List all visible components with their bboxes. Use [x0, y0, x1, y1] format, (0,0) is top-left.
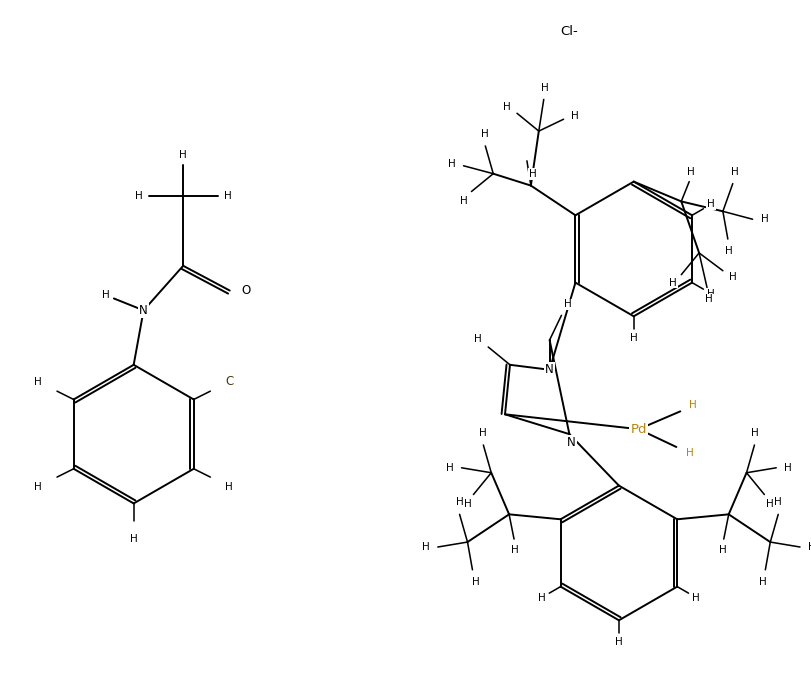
Text: H: H [224, 191, 231, 202]
Text: Pd: Pd [629, 423, 646, 436]
Text: H: H [749, 428, 757, 438]
Text: H: H [130, 534, 137, 544]
Text: H: H [34, 482, 42, 491]
Text: C: C [225, 375, 234, 388]
Text: Cl-: Cl- [560, 25, 577, 38]
Text: H: H [540, 82, 548, 93]
Text: H: H [570, 111, 577, 121]
Text: H: H [511, 545, 518, 555]
Text: H: H [471, 577, 478, 587]
Text: H: H [730, 167, 738, 177]
Text: H: H [537, 592, 545, 603]
Text: H: H [668, 278, 676, 287]
Text: N: N [139, 304, 148, 317]
Text: H: H [503, 102, 510, 113]
Text: H: H [704, 294, 712, 305]
Text: H: H [686, 167, 694, 177]
Text: H: H [760, 214, 767, 225]
Text: H: H [179, 150, 187, 160]
Text: H: H [614, 637, 622, 647]
Text: H: H [718, 545, 726, 555]
Text: H: H [706, 200, 714, 209]
Text: H: H [481, 129, 488, 139]
Text: O: O [241, 284, 250, 297]
Text: H: H [757, 577, 766, 587]
Text: H: H [478, 428, 487, 438]
Text: H: H [445, 463, 453, 473]
Text: H: H [34, 377, 42, 387]
Text: H: H [463, 500, 471, 509]
Text: H: H [629, 333, 637, 343]
Text: H: H [528, 169, 536, 179]
Text: H: H [474, 334, 482, 344]
Text: H: H [685, 448, 693, 458]
Text: H: H [724, 246, 732, 256]
Text: N: N [566, 435, 575, 448]
Text: H: H [783, 463, 791, 473]
Text: H: H [447, 159, 455, 169]
Text: H: H [102, 290, 109, 299]
Text: H: H [706, 289, 714, 299]
Text: H: H [689, 400, 696, 410]
Text: H: H [459, 196, 467, 207]
Text: H: H [728, 272, 736, 282]
Text: H: H [225, 482, 233, 491]
Text: H: H [774, 498, 781, 507]
Text: H: H [563, 299, 571, 310]
Text: H: H [455, 498, 463, 507]
Text: H: H [807, 542, 811, 552]
Text: H: H [766, 500, 773, 509]
Text: H: H [422, 542, 429, 552]
Text: H: H [135, 191, 143, 202]
Text: N: N [544, 363, 553, 377]
Text: H: H [691, 592, 699, 603]
